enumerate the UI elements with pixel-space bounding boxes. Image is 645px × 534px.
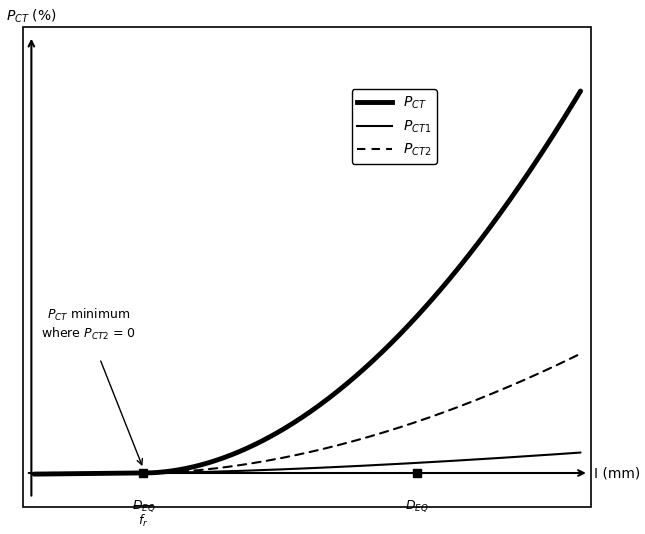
Text: $f_r$: $f_r$ [138, 513, 148, 529]
Text: $D_{EQ}$: $D_{EQ}$ [405, 498, 428, 514]
Text: $P_{CT}$ minimum
where $P_{CT2}$ = 0: $P_{CT}$ minimum where $P_{CT2}$ = 0 [41, 307, 136, 342]
Legend: $P_{CT}$, $P_{CT1}$, $P_{CT2}$: $P_{CT}$, $P_{CT1}$, $P_{CT2}$ [352, 90, 437, 164]
Text: $D_{EQ}$: $D_{EQ}$ [132, 498, 155, 514]
Text: I (mm): I (mm) [594, 466, 640, 480]
Text: $P_{CT}$ (%): $P_{CT}$ (%) [6, 8, 57, 25]
